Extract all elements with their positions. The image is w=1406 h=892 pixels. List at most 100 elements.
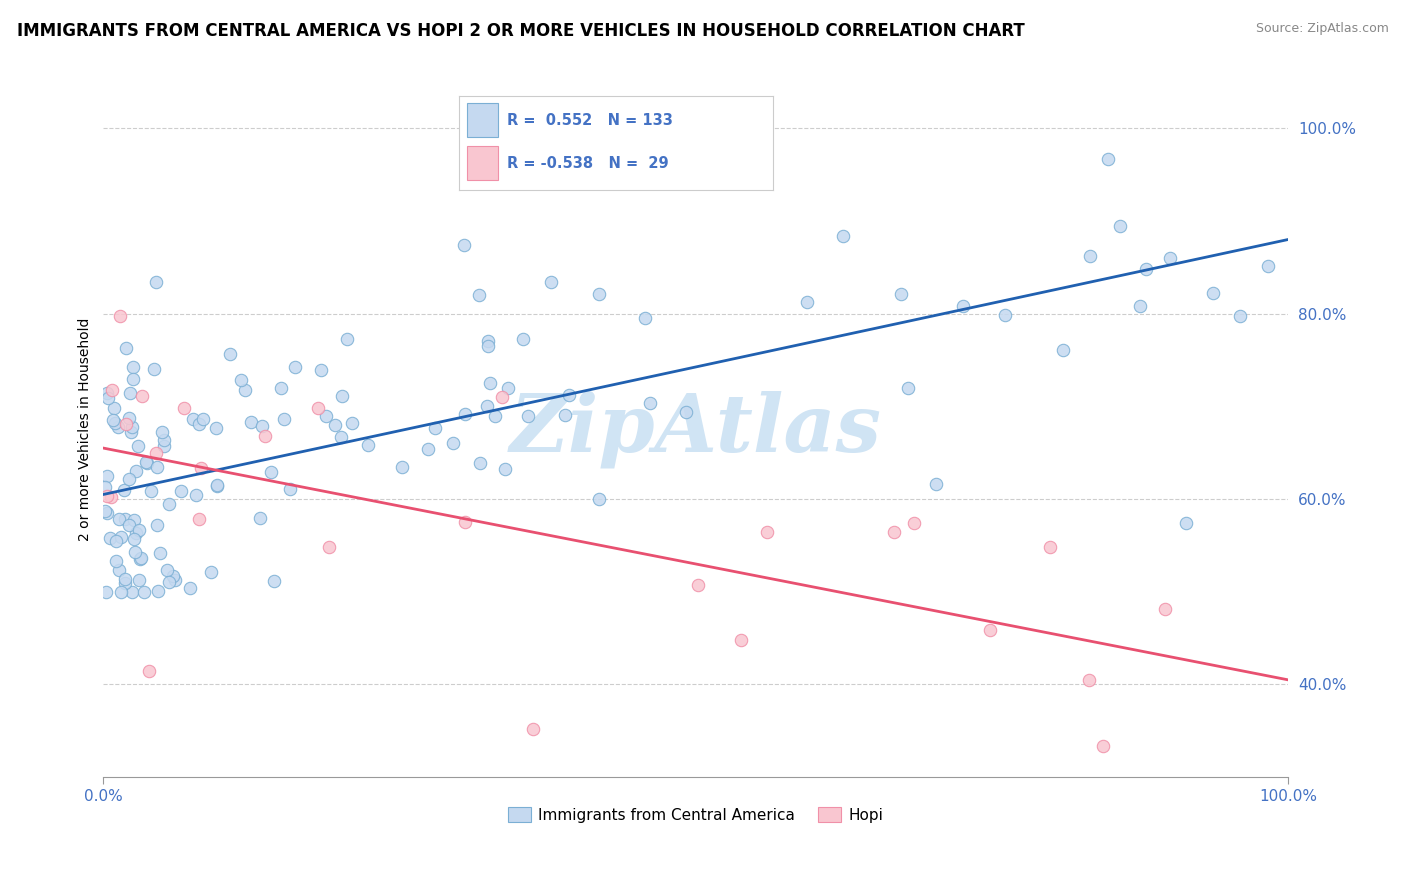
Point [162, 568, 184, 582]
Point [100, 491, 122, 505]
Legend: Immigrants from Central America, Hopi: Immigrants from Central America, Hopi [502, 800, 890, 829]
Point [1097, 152, 1119, 166]
Point [128, 523, 150, 537]
Point [903, 516, 925, 530]
Point [97, 391, 120, 405]
Point [127, 438, 149, 452]
Point [1135, 261, 1157, 276]
Point [200, 565, 222, 579]
Point [357, 438, 380, 452]
Point [132, 584, 155, 599]
Point [145, 275, 167, 289]
Point [96, 386, 118, 401]
Point [124, 545, 146, 559]
Y-axis label: 2 or more Vehicles in Household: 2 or more Vehicles in Household [79, 318, 93, 541]
Point [93, 480, 115, 494]
Point [1202, 286, 1225, 301]
Point [831, 229, 853, 244]
Point [1052, 343, 1074, 357]
Point [190, 461, 212, 475]
Point [897, 381, 920, 395]
Point [112, 483, 135, 497]
Point [98, 532, 121, 546]
Point [454, 515, 477, 529]
Point [889, 287, 911, 301]
Point [153, 439, 176, 453]
Point [675, 405, 697, 419]
Point [107, 420, 129, 434]
Point [467, 287, 489, 301]
Point [193, 411, 215, 425]
Point [254, 429, 277, 443]
Point [125, 525, 148, 540]
Point [453, 238, 475, 252]
Point [516, 409, 538, 424]
Point [128, 573, 150, 587]
Point [478, 376, 501, 390]
Point [135, 456, 157, 470]
Point [796, 294, 818, 309]
Point [259, 465, 281, 479]
Point [512, 332, 534, 346]
Point [107, 512, 129, 526]
Point [441, 436, 464, 450]
Point [96, 469, 118, 483]
Point [187, 417, 209, 431]
Point [1039, 540, 1062, 554]
Point [121, 420, 143, 434]
Point [115, 417, 138, 431]
Point [1178, 778, 1201, 792]
Point [101, 413, 124, 427]
Point [979, 623, 1001, 637]
Point [557, 388, 579, 402]
Point [1078, 249, 1101, 263]
Point [156, 563, 179, 577]
Point [730, 633, 752, 648]
Point [114, 573, 136, 587]
Point [952, 299, 974, 313]
Point [139, 483, 162, 498]
Point [468, 456, 491, 470]
Point [108, 309, 131, 323]
Point [207, 478, 229, 492]
Point [138, 664, 160, 678]
Point [204, 420, 226, 434]
Point [496, 381, 519, 395]
Point [122, 532, 145, 546]
Point [235, 383, 257, 397]
Point [633, 311, 655, 326]
Point [115, 341, 138, 355]
Point [494, 461, 516, 475]
Point [755, 525, 778, 540]
Point [270, 380, 292, 394]
Point [330, 389, 353, 403]
Point [186, 488, 208, 502]
Point [205, 477, 228, 491]
Point [165, 574, 187, 588]
Point [1091, 739, 1114, 753]
Point [484, 409, 506, 424]
Point [146, 584, 169, 599]
Point [273, 412, 295, 426]
Point [554, 408, 576, 422]
Point [522, 722, 544, 736]
Point [122, 360, 145, 375]
Point [93, 504, 115, 518]
Point [129, 552, 152, 566]
Point [114, 512, 136, 526]
Point [125, 464, 148, 478]
Text: ZipAtlas: ZipAtlas [510, 391, 882, 468]
Point [309, 363, 332, 377]
Point [157, 575, 180, 590]
Point [278, 482, 301, 496]
Point [173, 401, 195, 415]
Text: Source: ZipAtlas.com: Source: ZipAtlas.com [1256, 22, 1389, 36]
Point [336, 332, 359, 346]
Point [145, 445, 167, 459]
Point [263, 574, 285, 589]
Point [104, 417, 127, 431]
Point [250, 418, 273, 433]
Point [1257, 259, 1279, 273]
Point [329, 430, 352, 444]
Point [340, 417, 363, 431]
